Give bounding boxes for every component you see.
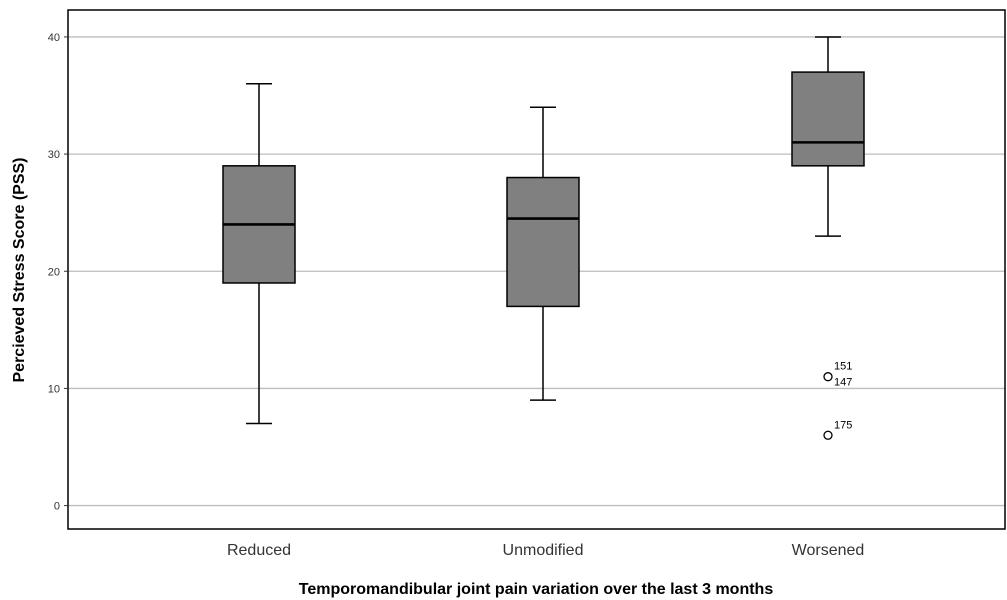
y-tick-label-30: 30 <box>48 149 60 161</box>
y-axis-title: Percieved Stress Score (PSS) <box>11 157 28 382</box>
y-axis-ticks: 0 10 20 30 40 <box>48 32 68 513</box>
boxes: 151 147 175 <box>222 36 865 440</box>
outlier-label-151: 151 <box>834 361 852 373</box>
y-tick-label-10: 10 <box>48 383 60 395</box>
y-tick-label-40: 40 <box>48 32 60 44</box>
x-tick-label-unmodified: Unmodified <box>503 542 584 559</box>
box-worsened: 151 147 175 <box>791 36 865 440</box>
outlier-label-147: 147 <box>834 377 852 389</box>
outlier-point <box>823 372 833 382</box>
iqr-box <box>506 176 580 308</box>
x-axis-categories: Reduced Unmodified Worsened <box>227 542 864 559</box>
iqr-box <box>791 71 865 167</box>
plot-frame <box>67 9 1006 530</box>
y-tick-label-0: 0 <box>54 501 60 513</box>
outlier-point <box>823 430 833 440</box>
x-tick-label-worsened: Worsened <box>792 542 865 559</box>
outlier-label-175: 175 <box>834 419 852 431</box>
box-unmodified <box>506 106 580 401</box>
x-axis-title: Temporomandibular joint pain variation o… <box>299 581 774 598</box>
y-tick-label-20: 20 <box>48 266 60 278</box>
box-reduced <box>222 83 296 425</box>
x-tick-label-reduced: Reduced <box>227 542 291 559</box>
